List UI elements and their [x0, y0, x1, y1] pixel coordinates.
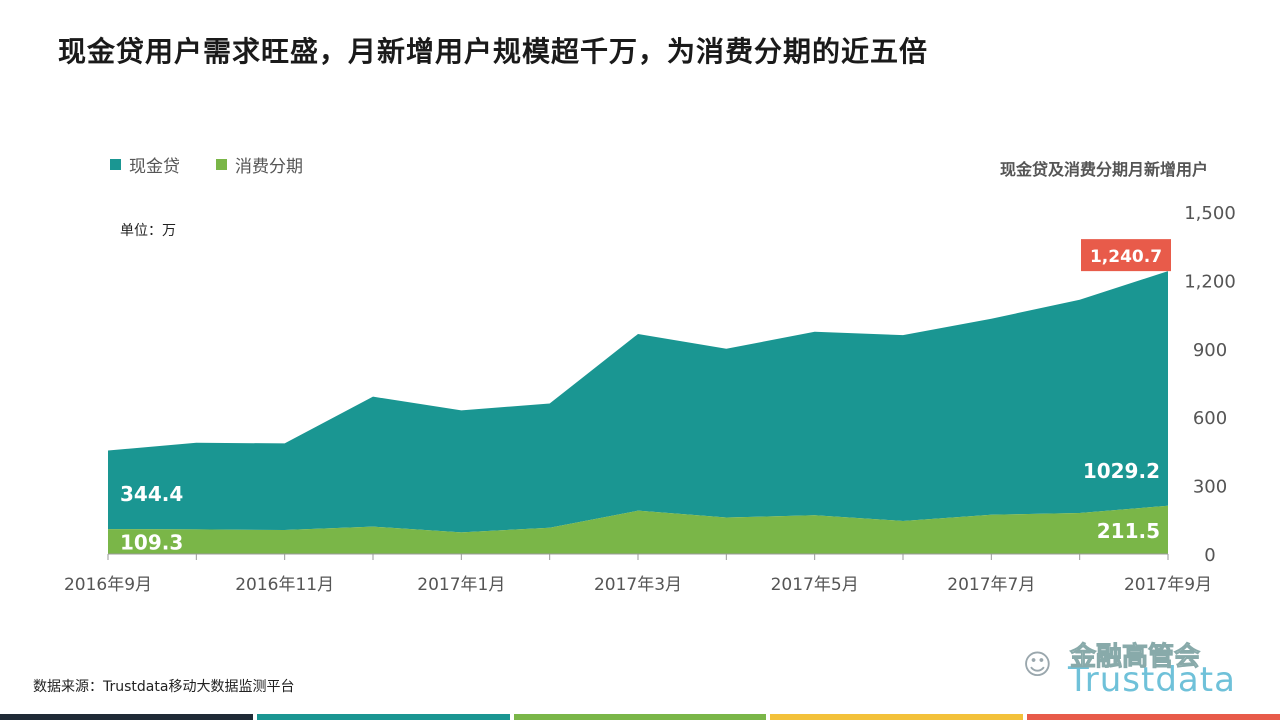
source-note: 数据来源：Trustdata移动大数据监测平台 — [33, 679, 295, 695]
y-tick-label: 1,500 — [1184, 203, 1236, 224]
y-tick-label: 600 — [1193, 408, 1227, 429]
x-tick-label: 2017年3月 — [594, 575, 682, 595]
x-tick-label: 2016年11月 — [235, 575, 334, 595]
chart-legend: 现金贷 消费分期 — [110, 152, 303, 177]
footer-segment — [770, 714, 1024, 720]
footer-color-bar — [0, 714, 1280, 720]
chart-title: 现金贷及消费分期月新增用户 — [999, 160, 1208, 179]
watermark: ☺ Trustdata 金融高管会 — [1022, 636, 1240, 701]
watermark-text: Trustdata 金融高管会 — [1060, 636, 1240, 701]
data-label-installment: 211.5 — [1097, 519, 1160, 543]
y-tick-label: 300 — [1193, 477, 1227, 498]
series-area-installment — [108, 505, 1168, 554]
wechat-icon: ☺ — [1022, 647, 1052, 681]
data-label-cash-loan: 344.4 — [120, 482, 183, 506]
page-title: 现金贷用户需求旺盛，月新增用户规模超千万，为消费分期的近五倍 — [58, 35, 929, 68]
total-data-label: 1,240.7 — [1090, 247, 1162, 267]
footer-segment — [513, 714, 767, 720]
legend-item-installment: 消费分期 — [216, 152, 303, 177]
total-highlight-box — [1081, 239, 1171, 272]
legend-swatch-installment — [216, 159, 227, 170]
series-area-cash-loan — [108, 271, 1168, 533]
legend-swatch-cash-loan — [110, 159, 121, 170]
data-label-installment: 109.3 — [120, 531, 183, 555]
y-tick-label: 900 — [1193, 340, 1227, 361]
x-tick-label: 2017年7月 — [947, 575, 1035, 595]
unit-note: 单位：万 — [120, 223, 176, 239]
footer-segment — [0, 714, 253, 720]
y-tick-label: 0 — [1204, 545, 1215, 566]
y-tick-label: 1,200 — [1184, 271, 1236, 292]
legend-label-installment: 消费分期 — [235, 157, 303, 177]
legend-item-cash-loan: 现金贷 — [110, 152, 180, 177]
footer-segment — [1027, 714, 1280, 720]
legend-label-cash-loan: 现金贷 — [129, 157, 180, 177]
x-tick-label: 2016年9月 — [64, 575, 152, 595]
x-tick-label: 2017年1月 — [417, 575, 505, 595]
x-tick-label: 2017年5月 — [771, 575, 859, 595]
data-label-cash-loan: 1029.2 — [1083, 459, 1160, 483]
trustdata-logo: Trustdata — [1068, 660, 1236, 700]
watermark-brand: 金融高管会 — [1069, 642, 1201, 673]
x-tick-label: 2017年9月 — [1124, 575, 1212, 595]
footer-segment — [256, 714, 510, 720]
